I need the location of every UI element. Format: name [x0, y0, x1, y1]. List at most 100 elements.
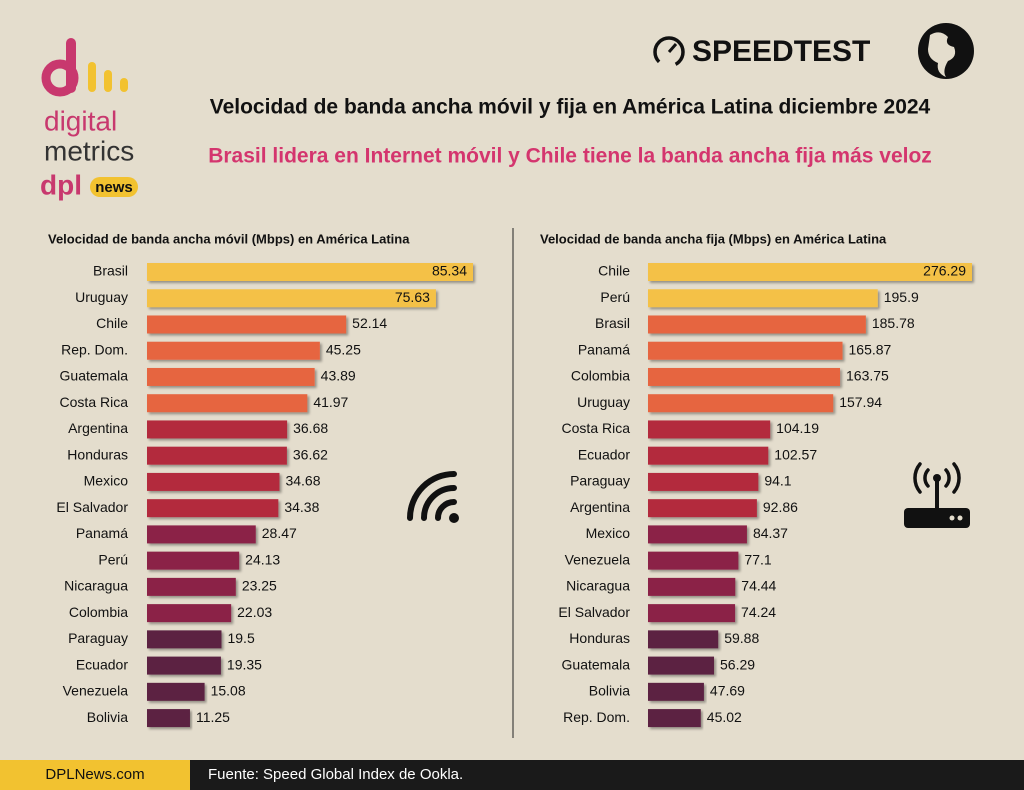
bar — [147, 289, 436, 308]
value-label: 104.19 — [776, 420, 819, 436]
category-label: Colombia — [69, 604, 128, 620]
value-label: 85.34 — [432, 263, 467, 279]
bar — [648, 630, 719, 649]
footer-site: DPLNews.com — [45, 766, 144, 783]
bar — [147, 604, 232, 623]
footer-source: Fuente: Speed Global Index de Ookla. — [208, 766, 463, 783]
category-label: Guatemala — [562, 656, 631, 672]
category-label: Ecuador — [76, 656, 128, 672]
value-label: 74.44 — [741, 578, 776, 594]
category-label: Chile — [598, 263, 630, 279]
bar — [648, 709, 701, 728]
value-label: 185.78 — [872, 315, 915, 331]
category-label: Costa Rica — [562, 420, 631, 436]
category-label: Argentina — [570, 499, 630, 515]
value-label: 22.03 — [237, 604, 272, 620]
bar — [147, 446, 287, 465]
category-label: Costa Rica — [60, 394, 129, 410]
bar — [648, 656, 715, 675]
category-label: El Salvador — [56, 499, 128, 515]
category-label: Rep. Dom. — [563, 709, 630, 725]
bar — [648, 420, 771, 439]
category-label: Venezuela — [565, 551, 631, 567]
footer-site-bg — [0, 760, 190, 790]
bar — [648, 682, 704, 701]
bar — [648, 525, 747, 544]
value-label: 74.24 — [741, 604, 776, 620]
value-label: 43.89 — [321, 368, 356, 384]
bar — [147, 656, 221, 675]
bar — [147, 682, 205, 701]
bar — [648, 446, 769, 465]
chart-title: Velocidad de banda ancha móvil (Mbps) en… — [48, 231, 410, 246]
category-label: Panamá — [76, 525, 128, 541]
bar — [147, 472, 280, 491]
value-label: 59.88 — [724, 630, 759, 646]
bar — [147, 630, 222, 649]
value-label: 75.63 — [395, 289, 430, 305]
value-label: 28.47 — [262, 525, 297, 541]
bar — [147, 341, 320, 360]
bar — [648, 394, 834, 413]
chart-title: Velocidad de banda ancha fija (Mbps) en … — [540, 231, 887, 246]
category-label: Rep. Dom. — [61, 341, 128, 357]
bar — [147, 709, 190, 728]
value-label: 45.25 — [326, 341, 361, 357]
value-label: 276.29 — [923, 263, 966, 279]
value-label: 11.25 — [196, 709, 230, 725]
category-label: Venezuela — [63, 683, 129, 699]
bar — [147, 263, 473, 281]
bar — [147, 525, 256, 544]
bar — [147, 394, 308, 413]
logo-news: news — [95, 179, 133, 196]
value-label: 36.62 — [293, 446, 328, 462]
value-label: 41.97 — [313, 394, 348, 410]
category-label: Chile — [96, 315, 128, 331]
logo-dpl: dpl — [40, 169, 82, 200]
title: Velocidad de banda ancha móvil y fija en… — [210, 96, 931, 119]
bar — [648, 499, 757, 518]
bar — [147, 551, 240, 570]
category-label: Honduras — [569, 630, 630, 646]
subtitle: Brasil lidera en Internet móvil y Chile … — [208, 145, 932, 168]
category-label: Uruguay — [75, 289, 128, 305]
category-label: Guatemala — [60, 368, 129, 384]
bar — [147, 420, 288, 439]
category-label: Nicaragua — [566, 578, 630, 594]
value-label: 36.68 — [293, 420, 328, 436]
category-label: Panamá — [578, 341, 630, 357]
bar — [648, 367, 841, 386]
bar — [648, 289, 878, 308]
value-label: 45.02 — [707, 709, 742, 725]
value-label: 84.37 — [753, 525, 788, 541]
wifi-icon — [407, 471, 459, 523]
category-label: Nicaragua — [64, 578, 128, 594]
value-label: 77.1 — [744, 551, 771, 567]
value-label: 23.25 — [242, 578, 277, 594]
category-label: Mexico — [586, 525, 631, 541]
value-label: 195.9 — [884, 289, 919, 305]
value-label: 94.1 — [764, 473, 791, 489]
value-label: 19.35 — [227, 656, 262, 672]
bar — [147, 315, 347, 334]
bar — [648, 577, 736, 596]
bar — [648, 315, 866, 334]
value-label: 163.75 — [846, 368, 889, 384]
category-label: Mexico — [84, 473, 129, 489]
bar — [648, 263, 972, 281]
speedtest-logo: SPEEDTEST — [653, 23, 974, 79]
category-label: Bolivia — [589, 683, 630, 699]
value-label: 24.13 — [245, 551, 280, 567]
value-label: 15.08 — [211, 683, 246, 699]
category-label: El Salvador — [558, 604, 630, 620]
bar — [648, 551, 739, 570]
value-label: 34.38 — [284, 499, 319, 515]
value-label: 102.57 — [774, 446, 817, 462]
bar — [147, 499, 279, 518]
value-label: 19.5 — [227, 630, 254, 646]
value-label: 34.68 — [285, 473, 320, 489]
value-label: 165.87 — [849, 341, 892, 357]
speedtest: SPEEDTEST — [692, 35, 870, 68]
